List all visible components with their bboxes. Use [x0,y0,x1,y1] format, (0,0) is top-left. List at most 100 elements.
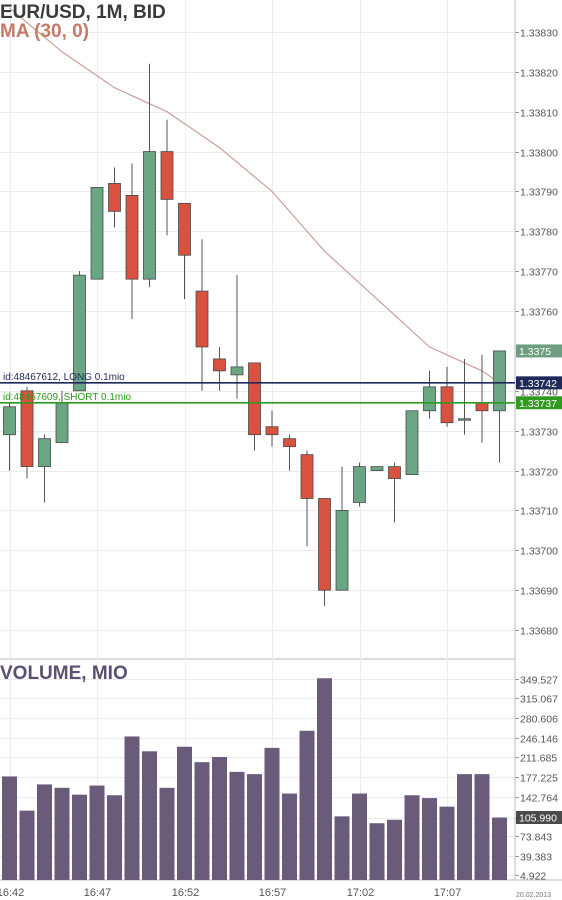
volume-bar[interactable] [299,730,315,880]
price-tick-label: 1.33810 [520,108,558,120]
volume-bar[interactable] [369,823,385,880]
price-tick-label: 1.33700 [520,546,558,558]
volume-tick-label: 315.067 [520,694,558,706]
volume-bar[interactable] [124,736,140,880]
candle-down[interactable] [195,290,209,348]
candle-down[interactable] [265,426,279,436]
candle-down[interactable] [178,202,191,256]
candle-up[interactable] [38,438,51,467]
time-tick-label: 16:42 [0,887,24,899]
price-tick-label: 1.33720 [520,467,558,479]
time-tick-label: 16:57 [259,887,287,899]
candle-up[interactable] [3,406,16,436]
volume-bar[interactable] [194,762,210,880]
price-tick-label: 1.33730 [520,427,558,439]
price-tick-label: 1.33690 [520,586,558,598]
candle-up[interactable] [458,418,471,421]
volume-bar[interactable] [352,793,367,880]
price-tick-label: 1.33710 [520,506,558,518]
price-tick-label: 1.33680 [520,626,558,638]
volume-bar[interactable] [439,806,455,880]
candle-down[interactable] [160,151,174,200]
price-tick-label: 1.33800 [520,148,558,160]
candle-down[interactable] [388,466,401,479]
candle-down[interactable] [440,386,454,424]
volume-tick-label: 39.383 [520,852,552,864]
volume-bar[interactable] [107,795,122,880]
candle-down[interactable] [213,358,226,372]
volume-bar[interactable] [142,751,157,880]
candle-up[interactable] [405,410,419,475]
time-tick-label: 16:52 [172,887,200,899]
volume-last-badge [516,811,562,825]
time-tick-label: 17:02 [347,887,375,899]
candle-up[interactable] [143,151,156,280]
volume-tick-label: 280.606 [520,714,558,726]
volume-bar[interactable] [422,798,437,880]
volume-bar[interactable] [317,678,332,880]
time-tick-label: 17:07 [434,887,462,899]
candle-up[interactable] [353,466,366,503]
long-order-label: id:48467612, LONG 0.1mio [3,372,125,383]
volume-tick-label: 211.685 [520,753,557,765]
candle-up[interactable] [370,466,384,471]
price-tick-label: 1.33740 [520,387,558,399]
candle-up[interactable] [230,366,244,376]
volume-tick-label: 4.922 [520,871,546,883]
candle-up[interactable] [335,510,349,591]
volume-bar[interactable] [2,776,17,880]
candle-down[interactable] [248,362,261,436]
volume-bar[interactable] [229,771,245,880]
volume-bar[interactable] [159,787,175,880]
candle-down[interactable] [475,402,489,412]
price-tick-label: 1.33770 [520,267,558,279]
price-tick-label: 1.33790 [520,187,558,199]
volume-bar[interactable] [387,819,402,880]
long-order-price-badge-text: 1.33742 [519,378,557,390]
volume-bar[interactable] [404,795,420,880]
candle-down[interactable] [20,390,34,467]
short-order-price-badge-text: 1.33737 [519,398,557,410]
short-order-label: id:48467609, SHORT 0.1mio [3,392,131,403]
volume-bar[interactable] [247,774,262,880]
volume-tick-label: 349.527 [520,675,558,687]
volume-bar[interactable] [19,810,35,880]
candle-up[interactable] [423,386,436,412]
date-label: 20.02.2013 [516,892,551,899]
volume-tick-label: 142.764 [520,793,558,805]
volume-bar[interactable] [89,785,105,880]
volume-bar[interactable] [282,793,297,880]
price-tick-label: 1.33760 [520,307,558,319]
candle-up[interactable] [90,187,104,280]
volume-panel-title: VOLUME, MIO [0,663,128,684]
candle-down[interactable] [300,454,314,499]
candle-down[interactable] [318,498,331,591]
volume-bar[interactable] [72,794,87,880]
candle-down[interactable] [283,438,296,448]
moving-average-legend: MA (30, 0) [0,21,90,42]
volume-bar[interactable] [457,774,472,880]
volume-bar[interactable] [212,757,227,880]
volume-bar[interactable] [264,747,280,880]
candle-up[interactable] [73,274,86,392]
volume-bar[interactable] [474,774,490,880]
instrument-title: EUR/USD, 1M, BID [0,2,166,23]
short-order-price-badge [516,396,562,410]
volume-tick-label: 177.225 [520,773,558,785]
volume-last-badge-text: 105.990 [519,813,557,825]
volume-bar[interactable] [492,817,507,880]
candle-up[interactable] [55,402,69,444]
price-tick-label: 1.33830 [520,28,558,40]
volume-bar[interactable] [37,784,52,880]
volume-tick-label: 73.843 [520,832,552,844]
candle-up[interactable] [493,350,506,412]
volume-bar[interactable] [334,816,350,880]
candle-down[interactable] [108,183,121,212]
price-tick-label: 1.33820 [520,68,558,80]
volume-tick-label: 246.146 [520,734,558,746]
volume-bar[interactable] [177,746,192,880]
candle-down[interactable] [125,195,139,280]
volume-bar[interactable] [54,787,70,880]
